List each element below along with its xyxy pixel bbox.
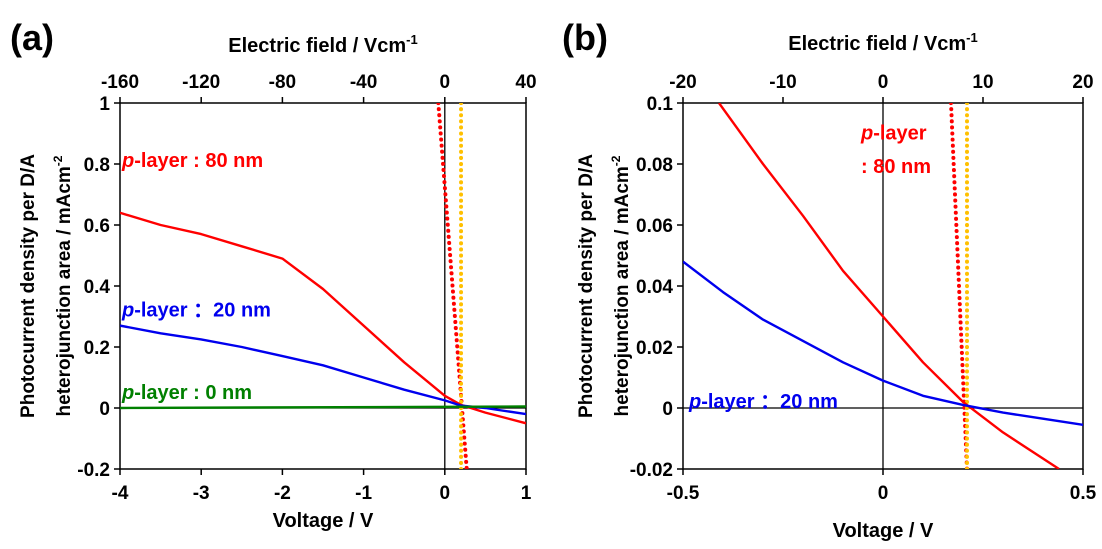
y-tick-label: 0	[662, 399, 673, 420]
y-tick-label: 1	[99, 94, 110, 115]
panel-label: (a)	[10, 17, 54, 58]
x2-axis-label-sup: -1	[966, 30, 978, 45]
y-axis-label-sup: -2	[51, 155, 65, 166]
plot-area	[120, 103, 526, 469]
x2-tick-label: 0	[878, 72, 889, 93]
y-tick-label: 0.2	[84, 338, 110, 359]
x-tick-label: -3	[193, 483, 210, 504]
series-annotation-2: p-layer ：20 nm	[688, 391, 838, 413]
annotation-italic: p	[860, 123, 873, 145]
annotation-italic: p	[121, 300, 134, 322]
y-axis-label-line1: Photocurrent density per D/A	[576, 154, 597, 418]
x2-tick-label: -160	[101, 72, 139, 93]
annotation-italic: p	[121, 150, 134, 172]
x2-tick-label: 10	[972, 72, 993, 93]
annotation-italic: p	[688, 391, 701, 413]
series-annotation-1: : 80 nm	[861, 156, 931, 178]
annotation-text: -layer ：20 nm	[134, 300, 271, 322]
y-axis-label-sup: -2	[609, 155, 623, 166]
x-axis-label: Voltage / V	[273, 510, 374, 532]
y-tick-label: 0	[99, 399, 110, 420]
series-line-0	[718, 103, 1060, 469]
y-tick-label: -0.2	[77, 460, 110, 481]
x-tick-label: 0	[878, 483, 889, 504]
y-tick-label: 0.06	[636, 216, 673, 237]
y-axis-label-line2: heterojunction area / mAcm-2	[609, 155, 633, 416]
panel-0: (a)-0.200.20.40.60.81-4 -3 -2 -1 0 1-160 -120-…	[10, 17, 537, 532]
x2-tick-label: 40	[515, 72, 536, 93]
panel-label: (b)	[562, 17, 608, 58]
annotation-text: : 80 nm	[861, 156, 931, 178]
annotation-italic: p	[121, 382, 134, 404]
series-annotation-0: p-layer	[860, 123, 927, 145]
series-line-1	[683, 260, 1083, 426]
dotted-line-0	[949, 103, 969, 469]
x-tick-label: -2	[274, 483, 291, 504]
y-tick-label: 0.08	[636, 155, 673, 176]
y-tick-label: 0.1	[647, 94, 674, 115]
x-tick-label: 0.5	[1070, 483, 1097, 504]
plot-area	[683, 103, 1083, 469]
y-tick-label: -0.02	[630, 460, 673, 481]
y-axis-label-line2: heterojunction area / mAcm-2	[51, 155, 75, 416]
y-tick-label: 0.4	[84, 277, 111, 298]
x2-axis-label: Electric field / Vcm-1	[228, 32, 417, 57]
x2-tick-label: -20	[669, 72, 696, 93]
x-tick-label: -4	[112, 483, 129, 504]
series-annotation-0: p-layer : 80 nm	[121, 150, 263, 172]
x2-axis-label: Electric field / Vcm-1	[788, 30, 977, 55]
series-annotation-2: p-layer : 0 nm	[121, 382, 252, 404]
x2-tick-label: -10	[769, 72, 796, 93]
x2-tick-label: -80	[269, 72, 296, 93]
x-tick-label: -0.5	[667, 483, 700, 504]
x2-tick-label: 20	[1072, 72, 1093, 93]
y-tick-label: 0.6	[84, 216, 110, 237]
x-tick-label: -1	[355, 483, 372, 504]
x2-tick-label: -40	[350, 72, 377, 93]
x-tick-label: 1	[521, 483, 532, 504]
annotation-text: -layer : 80 nm	[134, 150, 263, 172]
y-tick-label: 0.02	[636, 338, 673, 359]
x-tick-label: 0	[440, 483, 451, 504]
annotation-text: -layer ：20 nm	[701, 391, 838, 413]
x2-tick-label: 0	[440, 72, 451, 93]
x2-axis-label-sup: -1	[406, 32, 418, 47]
x2-tick-label: -120	[182, 72, 220, 93]
y-axis-label-line1: Photocurrent density per D/A	[18, 154, 39, 418]
series-line-2	[120, 405, 526, 410]
x-axis-label: Voltage / V	[833, 520, 934, 542]
annotation-text: -layer : 0 nm	[134, 382, 252, 404]
series-annotation-1: p-layer ：20 nm	[121, 300, 271, 322]
y-tick-label: 0.04	[636, 277, 673, 298]
y-tick-label: 0.8	[84, 155, 110, 176]
annotation-text: -layer	[873, 123, 927, 145]
